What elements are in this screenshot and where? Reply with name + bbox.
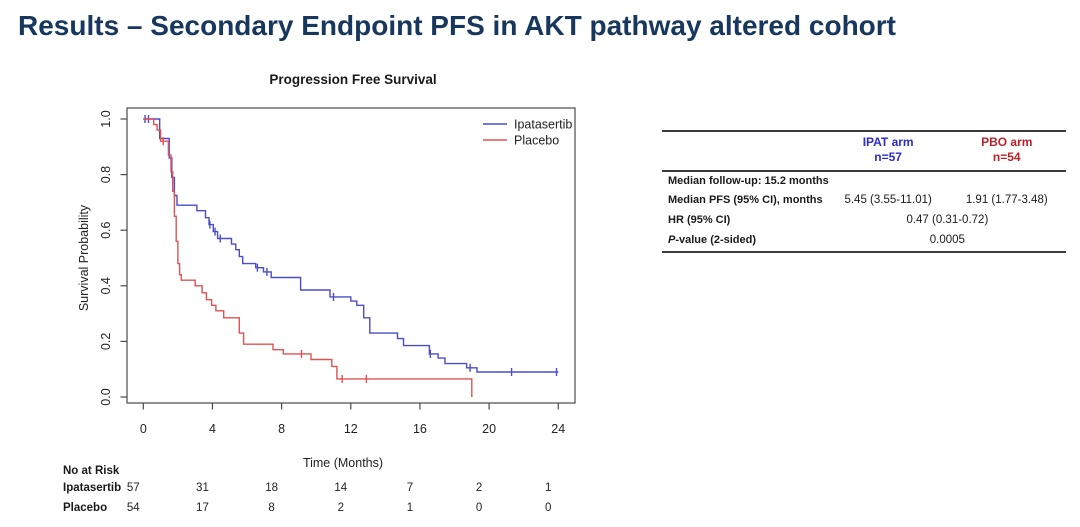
ipat-arm-label: IPAT arm — [862, 135, 914, 149]
y-tick-label: 0.2 — [99, 333, 113, 350]
x-tick-label: 4 — [209, 422, 216, 436]
y-axis-title: Survival Probability — [77, 204, 91, 311]
p-value: 0.0005 — [929, 233, 965, 246]
results-header-ipat-arm: IPAT arm n=57 — [828, 131, 948, 172]
x-axis: 0 4 8 12 16 20 24 — [140, 403, 565, 436]
pbo-arm-label: PBO arm — [981, 135, 1033, 149]
hr-value: 0.47 (0.31-0.72) — [906, 213, 989, 226]
risk-count-ipatasertib: 31 — [196, 482, 209, 494]
pfs-km-chart: Progression Free Survival Survival Proba… — [63, 72, 576, 514]
median-pfs-ipat-value: 5.45 (3.55-11.01) — [844, 194, 932, 207]
x-tick-label: 12 — [344, 422, 358, 436]
median-pfs-label: Median PFS (95% CI), months — [668, 194, 823, 207]
km-curve-ipatasertib — [143, 118, 559, 373]
risk-count-placebo: 1 — [407, 502, 413, 514]
risk-count-placebo: 8 — [268, 502, 274, 514]
hr-label: HR (95% CI) — [668, 214, 731, 227]
risk-count-ipatasertib: 14 — [334, 482, 347, 494]
ipat-arm-n: n=57 — [874, 150, 902, 164]
risk-count-placebo: 2 — [338, 502, 344, 514]
p-italic: P — [668, 234, 676, 247]
x-tick-label: 8 — [278, 422, 285, 436]
results-header-pbo-arm: PBO arm n=54 — [947, 131, 1066, 172]
risk-count-placebo: 54 — [127, 502, 140, 514]
number-at-risk-table: No at Risk Ipatasertib Placebo — [63, 465, 121, 514]
row-p-value: P-value (2-sided) 0.0005 — [662, 231, 1066, 252]
y-tick-label: 0.6 — [99, 221, 113, 238]
y-tick-label: 1.0 — [99, 110, 113, 127]
risk-count-ipatasertib: 7 — [407, 482, 413, 494]
risk-count-placebo: 0 — [545, 502, 551, 514]
slide-title: Results – Secondary Endpoint PFS in AKT … — [18, 10, 896, 41]
risk-count-placebo: 0 — [476, 502, 482, 514]
km-curve-placebo — [143, 118, 473, 397]
x-tick-label: 20 — [482, 422, 496, 436]
y-axis: 0.0 0.2 0.4 0.6 0.8 1.0 — [99, 110, 127, 406]
median-followup-value — [829, 171, 1066, 191]
pbo-arm-n: n=54 — [992, 150, 1021, 164]
legend: Ipatasertib Placebo — [483, 118, 572, 148]
median-pfs-pbo-value: 1.91 (1.77-3.48) — [965, 194, 1048, 207]
risk-count-placebo: 17 — [196, 502, 209, 514]
risk-count-ipatasertib: 57 — [127, 482, 140, 494]
results-summary-table: IPAT arm n=57 PBO arm n=54 Median follow… — [662, 130, 1066, 253]
plot-frame — [126, 107, 576, 404]
y-tick-label: 0.0 — [99, 388, 113, 405]
row-hazard-ratio: HR (95% CI) 0.47 (0.31-0.72) — [662, 211, 1066, 231]
x-tick-label: 0 — [140, 422, 147, 436]
legend-label-placebo: Placebo — [514, 134, 559, 148]
risk-count-ipatasertib: 18 — [265, 482, 278, 494]
y-tick-label: 0.4 — [99, 277, 113, 294]
results-summary: IPAT arm n=57 PBO arm n=54 Median follow… — [662, 130, 1066, 253]
x-axis-title: Time (Months) — [303, 456, 383, 470]
risk-row-label-placebo: Placebo — [63, 502, 107, 514]
results-header-empty — [662, 131, 829, 172]
x-tick-label: 24 — [551, 422, 565, 436]
p-value-label: P-value (2-sided) — [662, 231, 829, 252]
risk-table-values: 57 31 18 14 7 2 1 54 17 8 2 1 0 0 — [127, 482, 552, 514]
risk-table-title: No at Risk — [63, 465, 120, 477]
row-median-pfs: Median PFS (95% CI), months 5.45 (3.55-1… — [662, 191, 1066, 211]
x-tick-label: 16 — [413, 422, 427, 436]
risk-count-ipatasertib: 2 — [476, 482, 482, 494]
p-label-rest: -value (2-sided) — [675, 234, 757, 247]
risk-row-label-ipatasertib: Ipatasertib — [63, 482, 121, 494]
median-followup-label: Median follow-up: 15.2 months — [668, 175, 829, 187]
chart-title: Progression Free Survival — [269, 72, 436, 87]
legend-label-ipatasertib: Ipatasertib — [514, 118, 572, 132]
y-tick-label: 0.8 — [99, 166, 113, 183]
risk-count-ipatasertib: 1 — [545, 482, 551, 494]
row-median-followup: Median follow-up: 15.2 months — [662, 171, 1066, 191]
